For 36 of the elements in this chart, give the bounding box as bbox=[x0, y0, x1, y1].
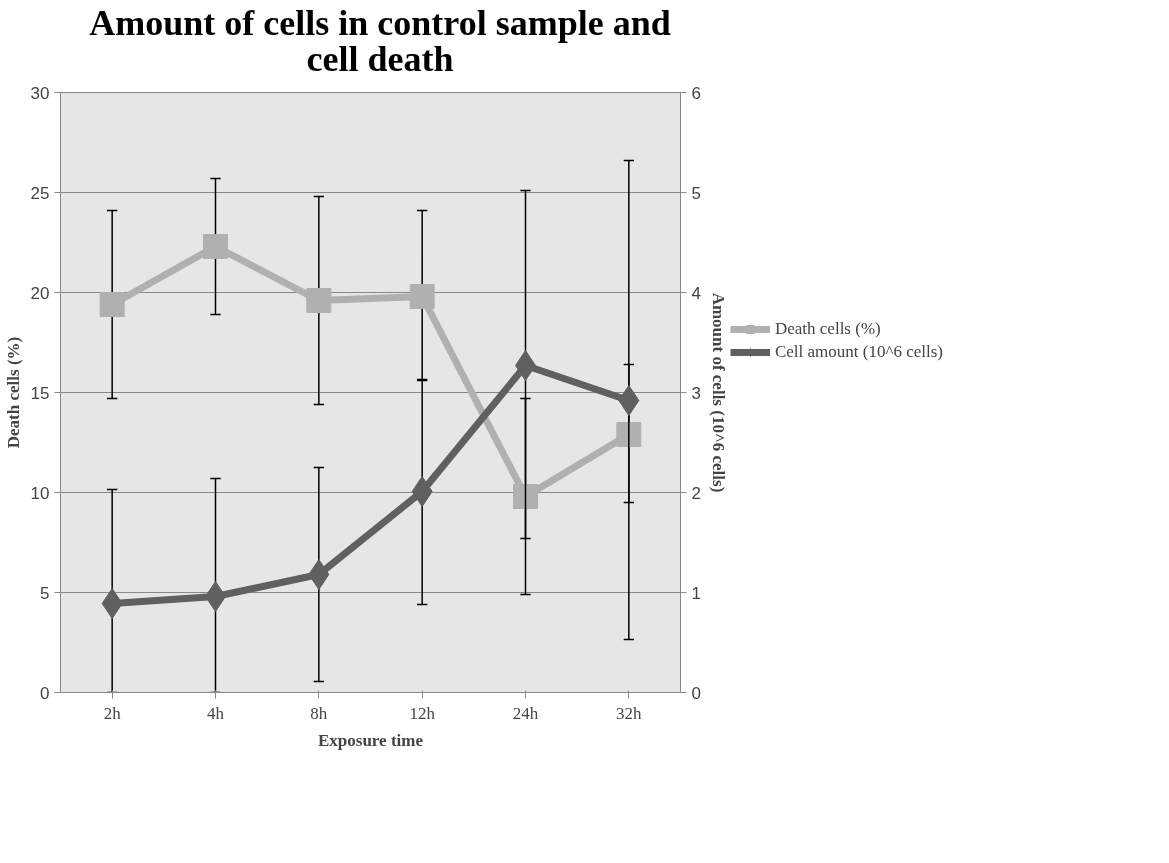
y-tick-label: 10 bbox=[30, 483, 50, 503]
x-tick-label: 12h bbox=[409, 703, 436, 723]
point bbox=[99, 292, 125, 317]
point bbox=[513, 484, 538, 509]
x-tick-label: 32h bbox=[616, 703, 643, 723]
legend-label: Cell amount (10^6 cells) bbox=[774, 342, 944, 362]
point bbox=[101, 588, 123, 619]
y2-tick-label: 1 bbox=[691, 583, 701, 603]
y-tick-label: 25 bbox=[30, 183, 50, 203]
y-tick-label: 0 bbox=[40, 683, 50, 703]
point bbox=[306, 288, 332, 313]
point bbox=[411, 476, 433, 507]
y2-tick-label: 2 bbox=[691, 483, 701, 503]
y2-tick-label: 6 bbox=[691, 83, 701, 103]
x-tick-label: 4h bbox=[207, 703, 225, 723]
y2-axis-title: Amount of cells (10^6 cells) bbox=[708, 292, 728, 493]
point bbox=[409, 284, 435, 309]
x-axis-title: Exposure time bbox=[318, 730, 424, 750]
x-tick-label: 24h bbox=[512, 703, 539, 723]
x-tick-label: 2h bbox=[103, 703, 122, 723]
y-tick-label: 20 bbox=[30, 283, 50, 303]
chart-title: Amount of cells in control sample and cell death bbox=[88, 3, 672, 79]
y2-tick-label: 4 bbox=[691, 283, 701, 303]
x-tick-label: 8h bbox=[310, 703, 328, 723]
y-tick-label: 30 bbox=[30, 83, 50, 103]
y2-tick-label: 3 bbox=[691, 383, 701, 403]
y2-tick-label: 5 bbox=[691, 183, 701, 203]
point bbox=[308, 559, 330, 590]
legend-label: Death cells (%) bbox=[774, 319, 881, 339]
point bbox=[616, 422, 642, 447]
y2-tick-label: 0 bbox=[691, 683, 701, 703]
point bbox=[618, 385, 640, 416]
point bbox=[203, 234, 228, 259]
y-axis-title: Death cells (%) bbox=[3, 336, 23, 449]
y-tick-label: 15 bbox=[30, 383, 50, 403]
y-tick-label: 5 bbox=[40, 583, 50, 603]
